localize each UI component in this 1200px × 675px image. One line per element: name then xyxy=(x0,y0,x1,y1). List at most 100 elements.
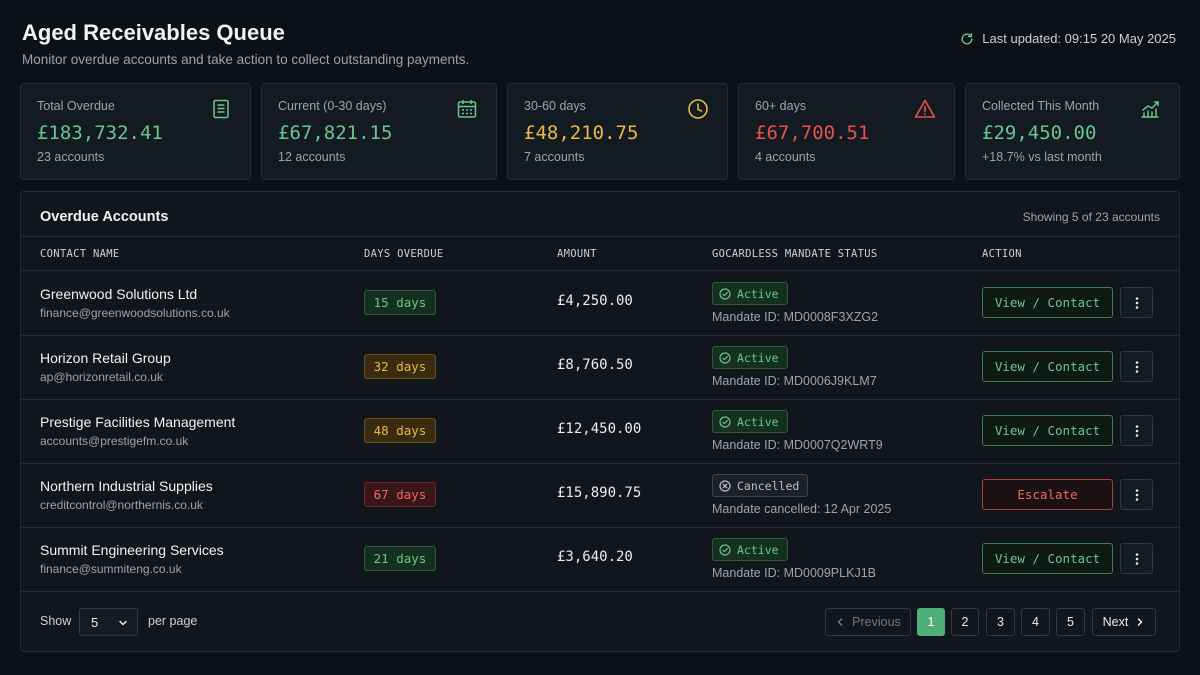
card-sub: +18.7% vs last month xyxy=(982,150,1102,164)
warning-icon xyxy=(914,99,936,118)
mandate-note: Mandate ID: MD0007Q2WRT9 xyxy=(712,438,883,452)
more-options-button[interactable] xyxy=(1120,543,1153,574)
days-overdue-badge: 67 days xyxy=(364,482,436,507)
card-label: 30-60 days xyxy=(524,99,586,113)
page-3-button[interactable]: 3 xyxy=(986,608,1015,636)
mandate-status-text: Cancelled xyxy=(737,478,800,493)
divider xyxy=(21,335,1179,336)
check-circle-icon xyxy=(719,287,731,300)
mandate-note: Mandate ID: MD0006J9KLM7 xyxy=(712,374,877,388)
more-vertical-icon xyxy=(1135,296,1138,309)
mandate-status-text: Active xyxy=(737,542,779,557)
show-label: Show xyxy=(40,614,72,628)
clock-icon xyxy=(688,99,708,119)
column-header-contact: CONTACT NAME xyxy=(40,248,120,260)
per-page-value: 5 xyxy=(91,614,99,630)
check-circle-icon xyxy=(719,415,731,428)
previous-page-button[interactable]: Previous xyxy=(825,608,911,636)
more-options-button[interactable] xyxy=(1120,351,1153,382)
contact-name: Horizon Retail Group xyxy=(40,350,171,366)
divider xyxy=(21,527,1179,528)
more-vertical-icon xyxy=(1135,360,1138,373)
chevron-down-icon xyxy=(119,620,127,626)
mandate-note: Mandate ID: MD0009PLKJ1B xyxy=(712,566,876,580)
escalate-button[interactable]: Escalate xyxy=(982,479,1113,510)
contact-email: finance@summiteng.co.uk xyxy=(40,562,182,576)
overdue-accounts-panel: Overdue Accounts Showing 5 of 23 account… xyxy=(20,191,1180,652)
amount: £8,760.50 xyxy=(557,357,633,373)
mandate-status-badge: Active xyxy=(712,538,788,561)
column-header-action: ACTION xyxy=(982,248,1022,260)
x-circle-icon xyxy=(719,479,731,492)
page-1-button[interactable]: 1 xyxy=(917,608,945,636)
mandate-status-text: Active xyxy=(737,350,779,365)
per-page-select[interactable]: 5 xyxy=(79,608,138,636)
per-page-label: per page xyxy=(148,614,198,628)
contact-email: ap@horizonretail.co.uk xyxy=(40,370,163,384)
more-vertical-icon xyxy=(1135,552,1138,565)
next-page-button[interactable]: Next xyxy=(1092,608,1156,636)
chevron-right-icon xyxy=(1138,618,1143,626)
card-30-60: 30-60 days £48,210.75 7 accounts xyxy=(507,83,728,180)
mandate-status-badge: Cancelled xyxy=(712,474,809,497)
days-overdue-badge: 15 days xyxy=(364,290,436,315)
table-row: Greenwood Solutions Ltd finance@greenwoo… xyxy=(21,271,1179,335)
contact-name: Summit Engineering Services xyxy=(40,542,224,558)
card-sub: 23 accounts xyxy=(37,150,105,164)
divider xyxy=(21,591,1179,592)
page-2-button[interactable]: 2 xyxy=(951,608,979,636)
card-collected: Collected This Month £29,450.00 +18.7% v… xyxy=(965,83,1180,180)
page-4-button[interactable]: 4 xyxy=(1021,608,1050,636)
card-label: Current (0-30 days) xyxy=(278,99,387,113)
view-contact-button[interactable]: View / Contact xyxy=(982,287,1113,318)
amount: £15,890.75 xyxy=(557,485,642,501)
last-updated-text: Last updated: 09:15 20 May 2025 xyxy=(982,31,1176,46)
contact-name: Prestige Facilities Management xyxy=(40,414,236,430)
days-overdue-badge: 32 days xyxy=(364,354,436,379)
divider xyxy=(21,463,1179,464)
divider xyxy=(21,399,1179,400)
column-header-mandate: GOCARDLESS MANDATE STATUS xyxy=(712,248,878,260)
card-sub: 4 accounts xyxy=(755,150,816,164)
next-label: Next xyxy=(1102,615,1129,629)
calendar-icon xyxy=(457,100,477,118)
card-value: £67,700.51 xyxy=(755,122,870,144)
amount: £4,250.00 xyxy=(557,293,633,309)
chevron-left-icon xyxy=(837,618,843,626)
card-sub: 12 accounts xyxy=(278,150,346,164)
view-contact-button[interactable]: View / Contact xyxy=(982,415,1113,446)
days-overdue-badge: 48 days xyxy=(364,418,436,443)
previous-label: Previous xyxy=(852,615,901,629)
mandate-status-badge: Active xyxy=(712,282,788,305)
check-circle-icon xyxy=(719,351,731,364)
table-row: Horizon Retail Group ap@horizonretail.co… xyxy=(21,335,1179,399)
table-row: Summit Engineering Services finance@summ… xyxy=(21,527,1179,591)
contact-name: Greenwood Solutions Ltd xyxy=(40,286,198,302)
card-sub: 7 accounts xyxy=(524,150,585,164)
more-options-button[interactable] xyxy=(1120,479,1153,510)
mandate-status-badge: Active xyxy=(712,410,788,433)
days-overdue-badge: 21 days xyxy=(364,546,436,571)
view-contact-button[interactable]: View / Contact xyxy=(982,543,1113,574)
refresh-icon xyxy=(961,32,973,44)
page-subtitle: Monitor overdue accounts and take action… xyxy=(22,52,470,67)
mandate-status-text: Active xyxy=(737,286,779,301)
table-row: Northern Industrial Supplies creditcontr… xyxy=(21,463,1179,527)
contact-email: finance@greenwoodsolutions.co.uk xyxy=(40,306,230,320)
showing-count: Showing 5 of 23 accounts xyxy=(1022,210,1160,224)
card-label: 60+ days xyxy=(755,99,807,113)
view-contact-button[interactable]: View / Contact xyxy=(982,351,1113,382)
column-header-days: DAYS OVERDUE xyxy=(364,248,444,260)
more-options-button[interactable] xyxy=(1120,287,1153,318)
mandate-note: Mandate cancelled: 12 Apr 2025 xyxy=(712,502,892,516)
amount: £12,450.00 xyxy=(557,421,642,437)
contact-name: Northern Industrial Supplies xyxy=(40,478,213,494)
mandate-note: Mandate ID: MD0008F3XZG2 xyxy=(712,310,879,324)
more-options-button[interactable] xyxy=(1120,415,1153,446)
document-icon xyxy=(213,99,229,119)
page-5-button[interactable]: 5 xyxy=(1056,608,1085,636)
divider xyxy=(21,270,1179,271)
divider xyxy=(21,236,1179,237)
mandate-status-badge: Active xyxy=(712,346,788,369)
check-circle-icon xyxy=(719,543,731,556)
